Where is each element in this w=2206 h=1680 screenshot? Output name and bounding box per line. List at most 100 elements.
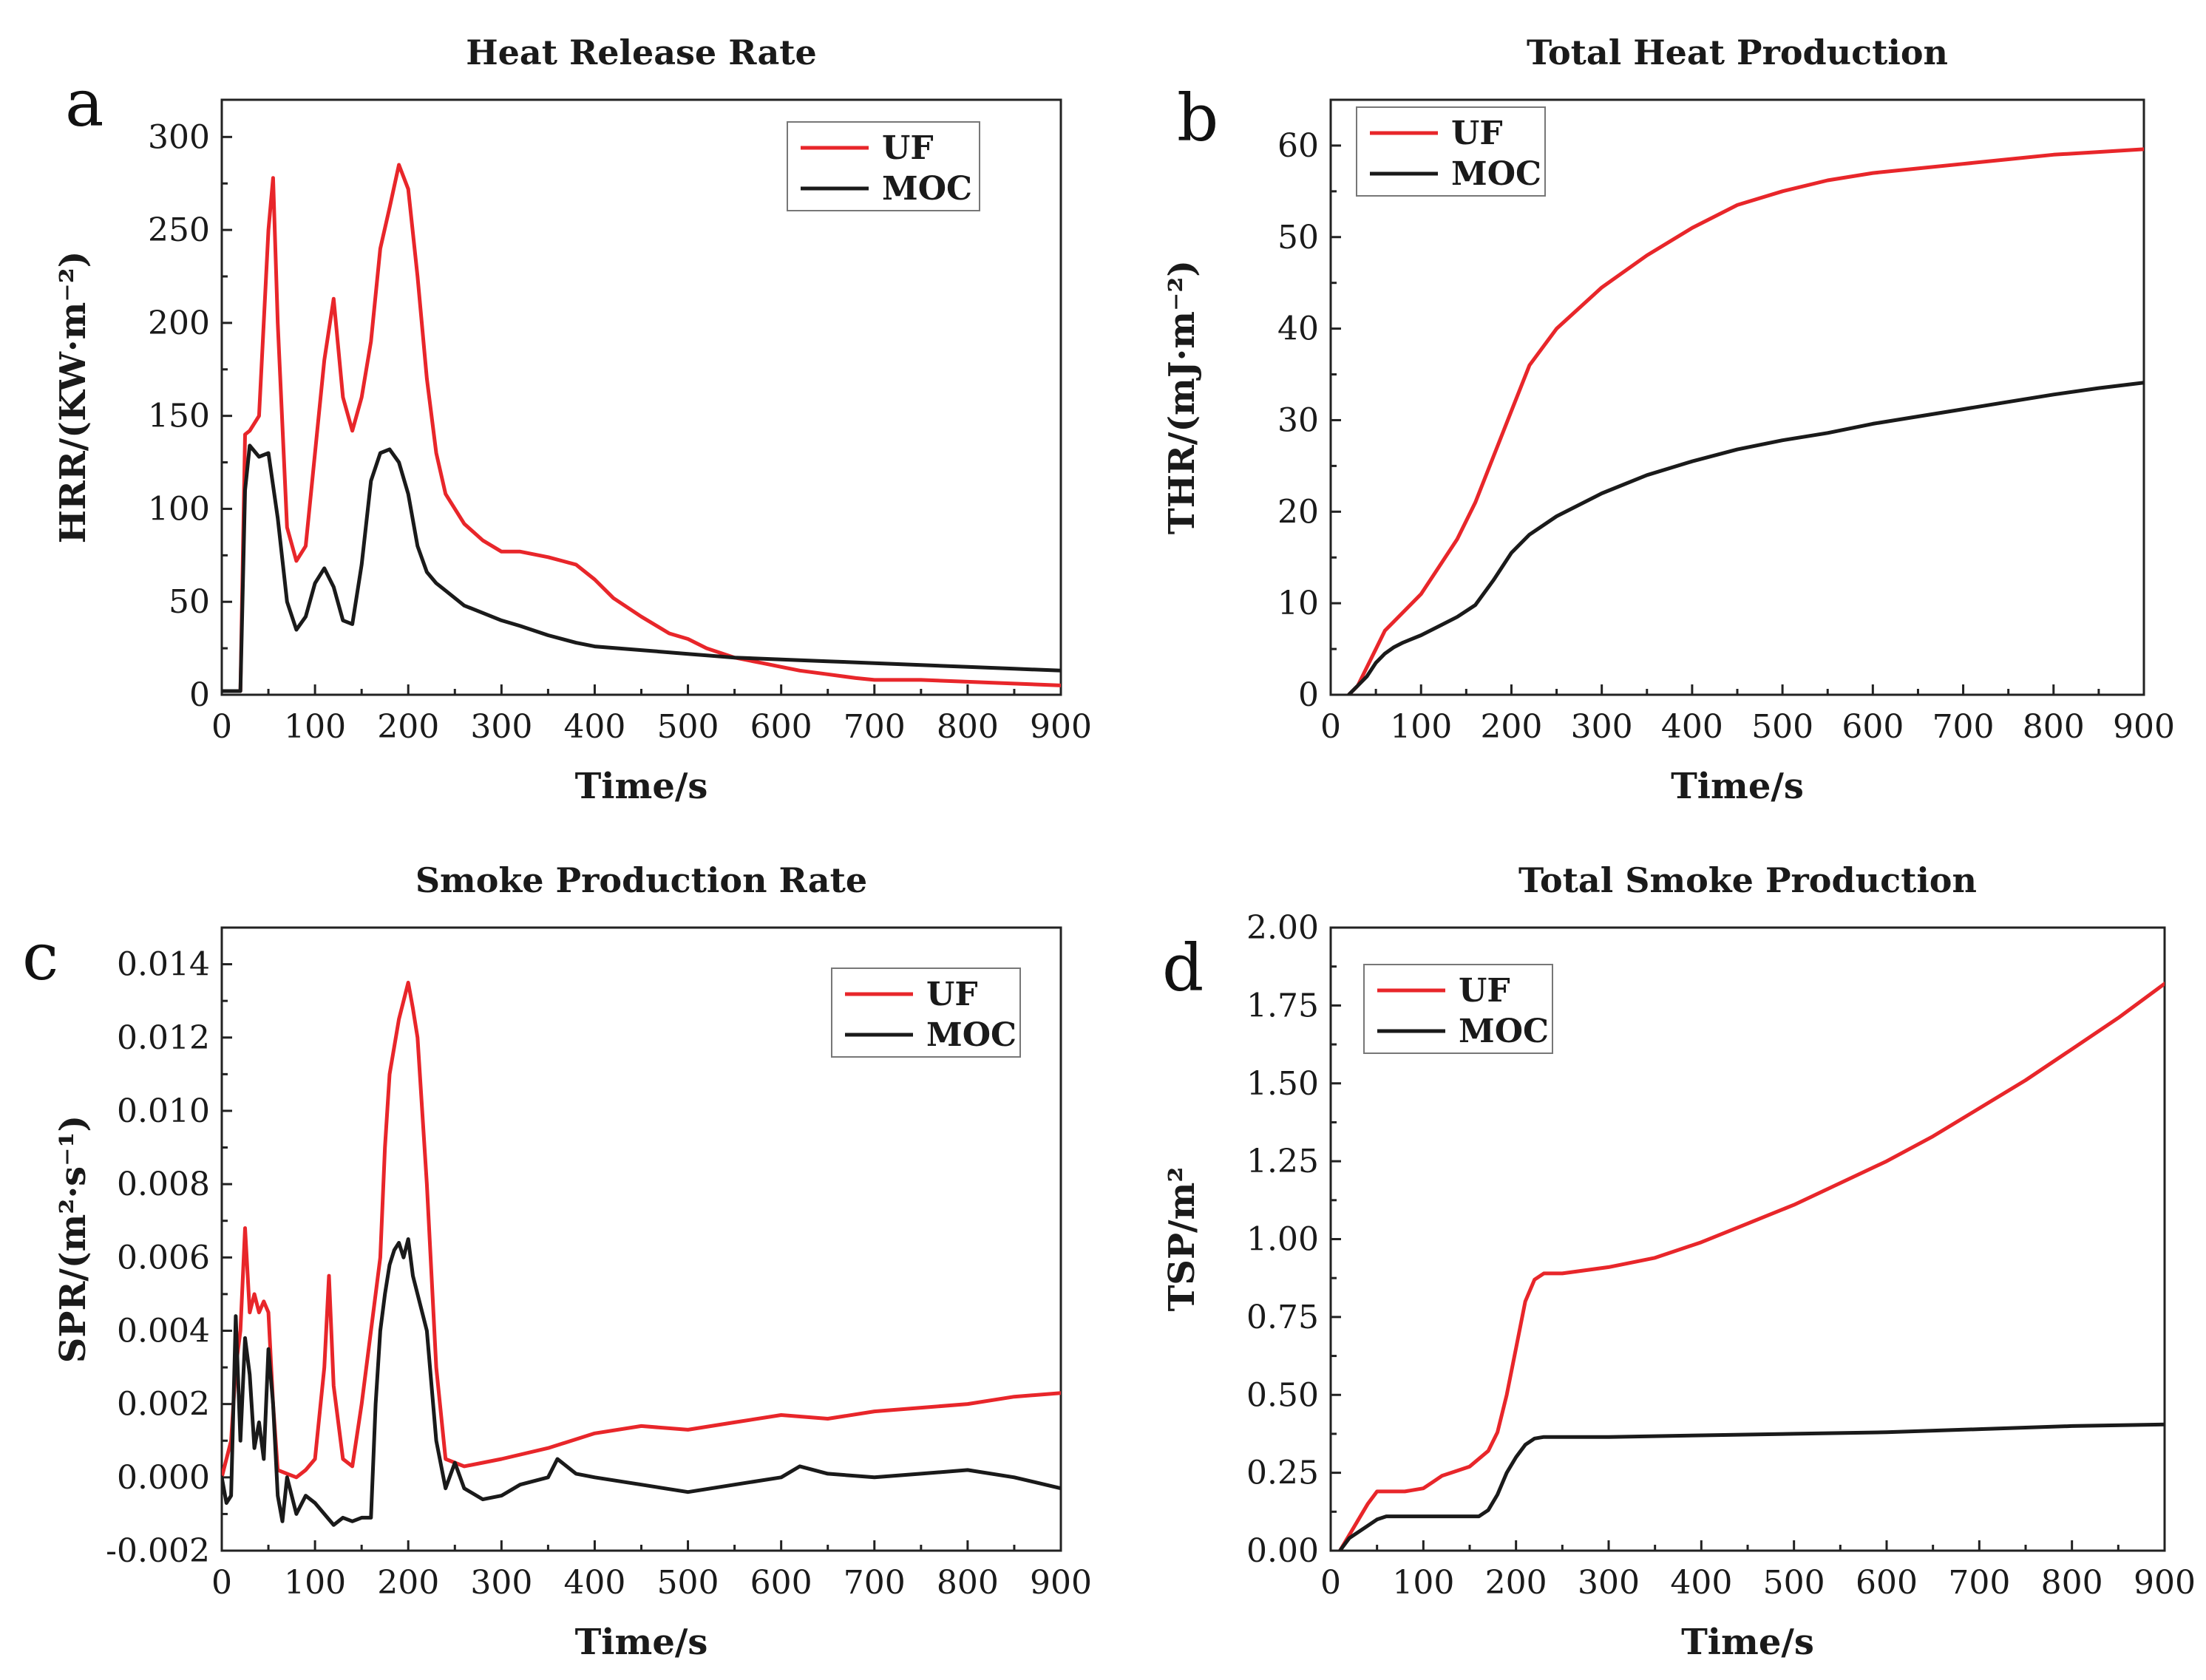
y-tick-label: -0.002 [106, 1532, 210, 1570]
chart-title: Smoke Production Rate [415, 860, 867, 900]
panel-d: Total Smoke Production d 0 100 200 300 400 500 6… [1161, 860, 2196, 1663]
chart-title: Total Smoke Production [1518, 860, 1977, 900]
x-tick-label: 100 [1390, 708, 1452, 746]
y-tick-label: 0.010 [117, 1092, 210, 1130]
series-line-moc [1346, 381, 2144, 695]
y-axis-label: THR/(mJ·m⁻²) [1161, 260, 1203, 534]
y-tick-label: 0.25 [1246, 1455, 1319, 1492]
series-line-uf [222, 163, 1061, 693]
panel-letter: a [65, 65, 103, 141]
y-axis-label: HRR/(KW·m⁻²) [52, 251, 94, 544]
x-tick-label: 0 [1320, 708, 1341, 746]
x-tick-label: 700 [844, 1564, 906, 1602]
series-line-moc [222, 443, 1061, 693]
x-tick-label: 0 [1320, 1564, 1341, 1602]
x-tick-label: 400 [1670, 1564, 1732, 1602]
y-tick-label: 250 [148, 211, 210, 249]
y-tick-label: 50 [169, 583, 210, 621]
y-tick-label: 0.002 [117, 1386, 210, 1424]
x-tick-label: 300 [470, 1564, 532, 1602]
x-tick-label: 500 [1751, 708, 1813, 746]
x-tick-label: 600 [750, 708, 812, 746]
y-tick-label: 0.006 [117, 1239, 210, 1276]
legend-box [787, 121, 980, 211]
y-tick-label: 0.75 [1246, 1299, 1319, 1336]
y-tick-label: 0.008 [117, 1166, 210, 1203]
x-tick-label: 800 [2023, 708, 2085, 746]
legend-box [1363, 964, 1553, 1054]
legend-label-uf: UF [882, 129, 934, 167]
x-tick-label: 900 [1030, 708, 1092, 746]
x-tick-label: 200 [377, 708, 439, 746]
x-tick-label: 700 [1948, 1564, 2010, 1602]
y-tick-label: 10 [1277, 585, 1319, 622]
x-tick-label: 500 [1763, 1564, 1825, 1602]
x-tick-label: 800 [937, 708, 999, 746]
x-tick-label: 300 [1571, 708, 1633, 746]
x-tick-label: 500 [657, 1564, 719, 1602]
y-tick-label: 300 [148, 118, 210, 156]
x-tick-label: 300 [470, 708, 532, 746]
legend-label-uf: UF [926, 976, 978, 1013]
panel-letter: c [22, 919, 58, 995]
panel-c: Smoke Production Rate c 0 100 200 300 400 500 60… [22, 860, 1092, 1663]
legend-box [1356, 106, 1546, 197]
x-axis-label: Time/s [1681, 1622, 1814, 1663]
x-axis-label: Time/s [575, 1622, 708, 1663]
x-tick-label: 600 [1842, 708, 1904, 746]
legend-label-moc: MOC [1451, 155, 1541, 193]
x-tick-label: 700 [844, 708, 906, 746]
panel-letter: d [1162, 930, 1204, 1006]
y-tick-label: 20 [1277, 493, 1319, 531]
series-line-moc [222, 1237, 1061, 1527]
legend-box [831, 967, 1021, 1058]
x-tick-label: 200 [1480, 708, 1542, 746]
y-tick-label: 0.50 [1246, 1376, 1319, 1414]
panel-letter: b [1177, 80, 1218, 156]
x-tick-label: 500 [657, 708, 719, 746]
series-line-uf [222, 980, 1061, 1480]
x-tick-label: 600 [750, 1564, 812, 1602]
y-tick-label: 0 [1298, 676, 1319, 714]
y-tick-label: 1.25 [1246, 1143, 1319, 1180]
y-tick-label: 30 [1277, 401, 1319, 439]
x-tick-label: 0 [211, 708, 232, 746]
legend-label-moc: MOC [1459, 1013, 1549, 1050]
y-tick-label: 0.00 [1246, 1532, 1319, 1570]
x-tick-label: 100 [1392, 1564, 1454, 1602]
y-tick-label: 60 [1277, 127, 1319, 165]
x-tick-label: 100 [284, 708, 346, 746]
y-tick-label: 2.00 [1246, 909, 1319, 947]
y-tick-label: 1.50 [1246, 1065, 1319, 1103]
x-tick-label: 200 [1485, 1564, 1547, 1602]
y-tick-label: 0.000 [117, 1459, 210, 1497]
y-tick-label: 100 [148, 490, 210, 528]
series-line-moc [1338, 1422, 2165, 1551]
y-tick-label: 0.012 [117, 1019, 210, 1057]
y-tick-label: 150 [148, 398, 210, 435]
y-tick-label: 40 [1277, 310, 1319, 348]
legend-label-uf: UF [1451, 115, 1503, 152]
x-tick-label: 900 [2134, 1564, 2196, 1602]
x-tick-label: 900 [1030, 1564, 1092, 1602]
chart-title: Total Heat Production [1527, 33, 1948, 72]
x-tick-label: 300 [1578, 1564, 1640, 1602]
y-tick-label: 1.00 [1246, 1221, 1319, 1259]
legend-label-uf: UF [1459, 972, 1510, 1010]
x-tick-label: 400 [563, 708, 625, 746]
x-tick-label: 800 [937, 1564, 999, 1602]
y-tick-label: 0 [189, 676, 210, 714]
series-line-uf [1346, 147, 2144, 695]
legend-label-moc: MOC [882, 170, 972, 208]
x-tick-label: 400 [563, 1564, 625, 1602]
x-axis-label: Time/s [575, 766, 708, 807]
x-axis-label: Time/s [1671, 766, 1804, 807]
chart-title: Heat Release Rate [466, 33, 817, 72]
legend-label-moc: MOC [926, 1016, 1017, 1054]
y-axis-label: SPR/(m²·s⁻¹) [52, 1115, 94, 1364]
